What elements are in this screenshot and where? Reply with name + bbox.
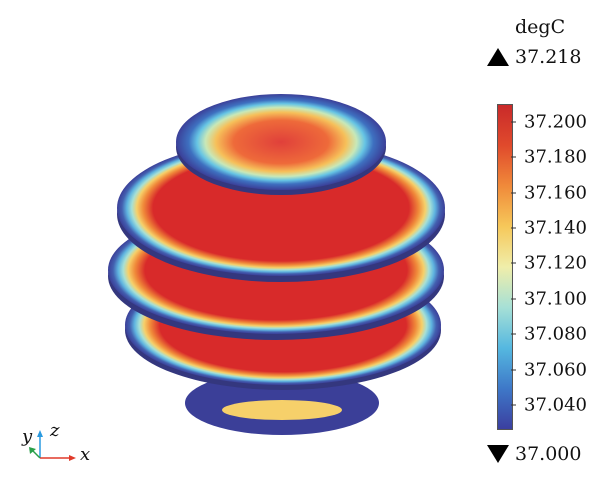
colorbar-tick: 37.200 (511, 111, 587, 132)
max-value: 37.218 (515, 46, 582, 68)
min-value: 37.000 (515, 443, 582, 465)
axis-triad: y z x (20, 420, 100, 470)
axis-x-label: x (80, 444, 91, 465)
slice-1 (176, 94, 386, 190)
colorbar-ticks: 37.200 37.180 37.160 37.140 37.120 37.100 37.0… (511, 104, 591, 430)
colorbar-tick-label: 37.060 (524, 359, 587, 381)
slice-5-rim (222, 400, 342, 420)
temperature-slice-plot (108, 94, 445, 435)
colorbar-tick: 37.040 (511, 395, 587, 416)
unit-label: degC (515, 16, 566, 38)
colorbar-tick-label: 37.160 (524, 182, 587, 204)
colorbar-tick-label: 37.100 (524, 288, 587, 310)
colorbar-tick: 37.180 (511, 147, 587, 168)
colorbar-tick: 37.120 (511, 253, 587, 274)
colorbar-tick: 37.160 (511, 182, 587, 203)
colorbar-tick: 37.140 (511, 218, 587, 239)
axis-z-label: z (50, 420, 60, 441)
colorbar-tick-label: 37.120 (524, 252, 587, 274)
colorbar-tick: 37.060 (511, 359, 587, 380)
colorbar-tick: 37.100 (511, 288, 587, 309)
colorbar-tick-label: 37.180 (524, 146, 587, 168)
max-indicator: 37.218 (487, 46, 581, 68)
colorbar-tick-label: 37.200 (524, 111, 587, 133)
colorbar-tick: 37.080 (511, 324, 587, 345)
colorbar-tick-label: 37.080 (524, 323, 587, 345)
axis-triad-icon (29, 430, 76, 461)
colorbar-tick-label: 37.140 (524, 217, 587, 239)
axis-y-label: y (22, 426, 33, 447)
max-triangle-icon (487, 48, 509, 66)
min-indicator: 37.000 (487, 443, 581, 465)
colorbar-tick-label: 37.040 (524, 394, 587, 416)
min-triangle-icon (487, 445, 509, 463)
